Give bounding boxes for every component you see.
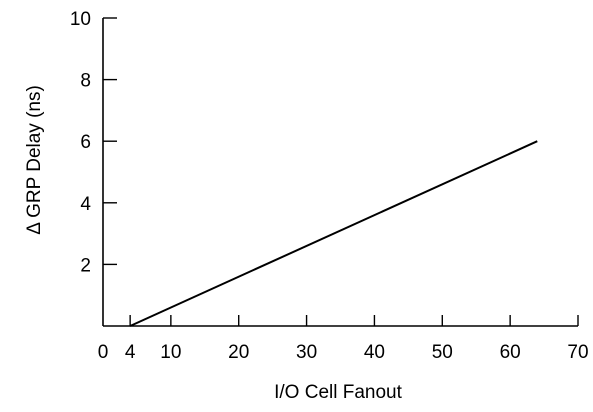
- y-tick-label: 4: [80, 194, 91, 215]
- x-tick-label: 40: [364, 342, 385, 363]
- axes: [102, 18, 578, 327]
- y-axis-label: Δ GRP Delay (ns): [24, 85, 45, 235]
- x-tick-label: 50: [432, 342, 453, 363]
- x-tick-label: 0: [98, 342, 109, 363]
- x-tick-label: 20: [228, 342, 249, 363]
- series-group: [129, 140, 538, 327]
- y-tick-label: 10: [70, 9, 91, 30]
- x-tick-label: 60: [500, 342, 521, 363]
- x-tick-label: 70: [567, 342, 588, 363]
- x-axis-label: I/O Cell Fanout: [274, 382, 402, 403]
- y-tick-label: 6: [80, 132, 91, 153]
- y-tick-label: 2: [80, 255, 91, 276]
- series-line: [129, 140, 538, 327]
- x-tick-label: 4: [125, 342, 136, 363]
- y-tick-label: 8: [80, 71, 91, 92]
- x-tick-label: 10: [160, 342, 181, 363]
- x-tick-label: 30: [296, 342, 317, 363]
- tick-marks: [103, 17, 579, 326]
